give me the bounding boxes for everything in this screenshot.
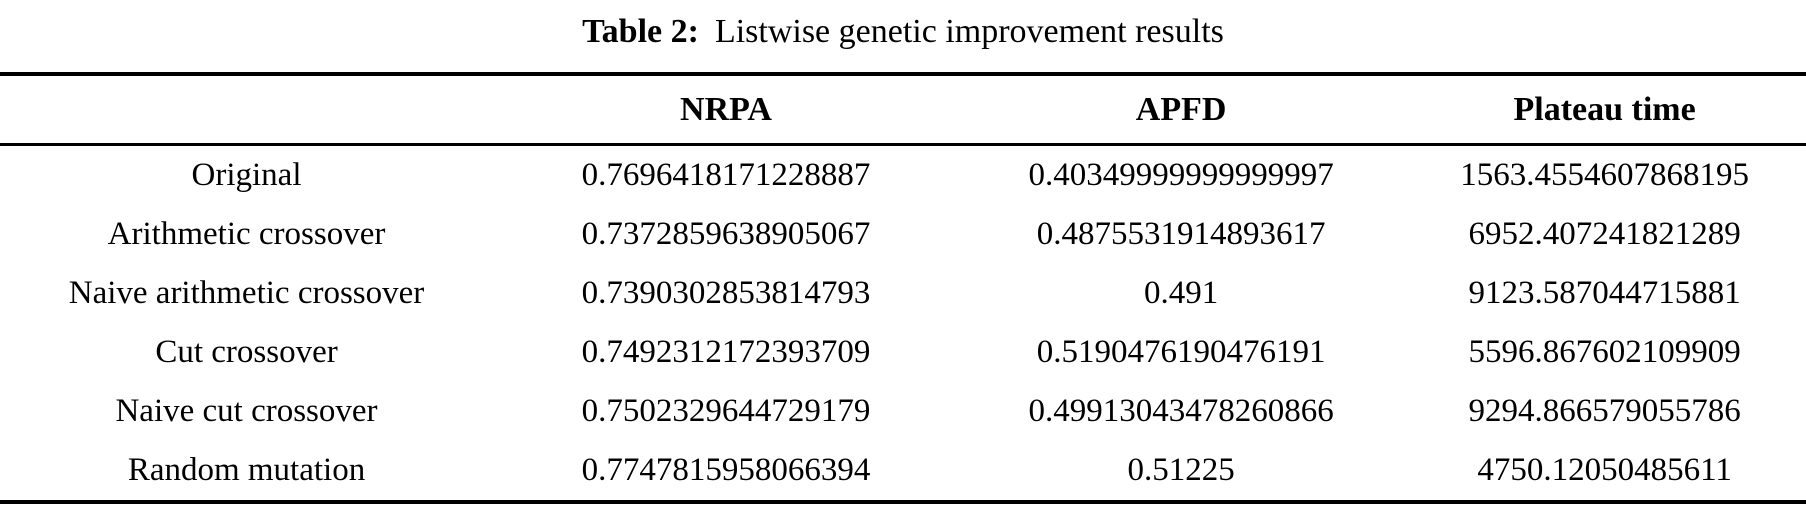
table-row: Original 0.7696418171228887 0.4034999999… bbox=[0, 145, 1806, 206]
nrpa-value: 0.7372859638905067 bbox=[581, 216, 871, 252]
apfd-value: 0.491 bbox=[1143, 275, 1219, 311]
apfd-value: 0.40349999999999997 bbox=[1028, 157, 1334, 193]
row-label: Original bbox=[191, 157, 302, 193]
table-row: Naive arithmetic crossover 0.73903028538… bbox=[0, 264, 1806, 323]
column-header-plateau-time: Plateau time bbox=[1403, 74, 1806, 146]
plateau-time-value: 9123.587044715881 bbox=[1468, 275, 1741, 311]
column-header-blank bbox=[0, 74, 494, 146]
table-body: Original 0.7696418171228887 0.4034999999… bbox=[0, 145, 1806, 503]
plateau-time-value: 5596.867602109909 bbox=[1468, 334, 1741, 370]
table-row: Random mutation 0.7747815958066394 0.512… bbox=[0, 441, 1806, 502]
plateau-time-value: 4750.12050485611 bbox=[1477, 452, 1732, 488]
apfd-value: 0.49913043478260866 bbox=[1028, 393, 1334, 429]
row-label: Naive arithmetic crossover bbox=[68, 275, 425, 311]
plateau-time-value: 6952.407241821289 bbox=[1468, 216, 1741, 252]
plateau-time-value: 9294.866579055786 bbox=[1468, 393, 1741, 429]
apfd-value: 0.4875531914893617 bbox=[1036, 216, 1326, 252]
table-row: Naive cut crossover 0.7502329644729179 0… bbox=[0, 382, 1806, 441]
apfd-value: 0.5190476190476191 bbox=[1036, 334, 1326, 370]
row-label: Random mutation bbox=[127, 452, 366, 488]
results-table: NRPA APFD Plateau time Original 0.769641… bbox=[0, 72, 1806, 504]
nrpa-value: 0.7390302853814793 bbox=[581, 275, 871, 311]
nrpa-value: 0.7492312172393709 bbox=[581, 334, 871, 370]
column-header-apfd: APFD bbox=[958, 74, 1404, 146]
table-header: NRPA APFD Plateau time bbox=[0, 74, 1806, 146]
nrpa-value: 0.7696418171228887 bbox=[581, 157, 871, 193]
nrpa-value: 0.7502329644729179 bbox=[581, 393, 871, 429]
apfd-value: 0.51225 bbox=[1127, 452, 1235, 488]
row-label: Cut crossover bbox=[155, 334, 338, 370]
column-header-nrpa: NRPA bbox=[493, 74, 959, 146]
table-row: Cut crossover 0.7492312172393709 0.51904… bbox=[0, 323, 1806, 382]
table-header-row: NRPA APFD Plateau time bbox=[0, 74, 1806, 146]
table-caption-label: Table 2: bbox=[582, 13, 699, 50]
plateau-time-value: 1563.4554607868195 bbox=[1460, 157, 1749, 193]
table-caption: Table 2: Listwise genetic improvement res… bbox=[0, 0, 1806, 72]
row-label: Arithmetic crossover bbox=[107, 216, 386, 252]
nrpa-value: 0.7747815958066394 bbox=[581, 452, 871, 488]
table-caption-text: Listwise genetic improvement results bbox=[714, 13, 1224, 50]
row-label: Naive cut crossover bbox=[115, 393, 378, 429]
table-row: Arithmetic crossover 0.7372859638905067 … bbox=[0, 205, 1806, 264]
